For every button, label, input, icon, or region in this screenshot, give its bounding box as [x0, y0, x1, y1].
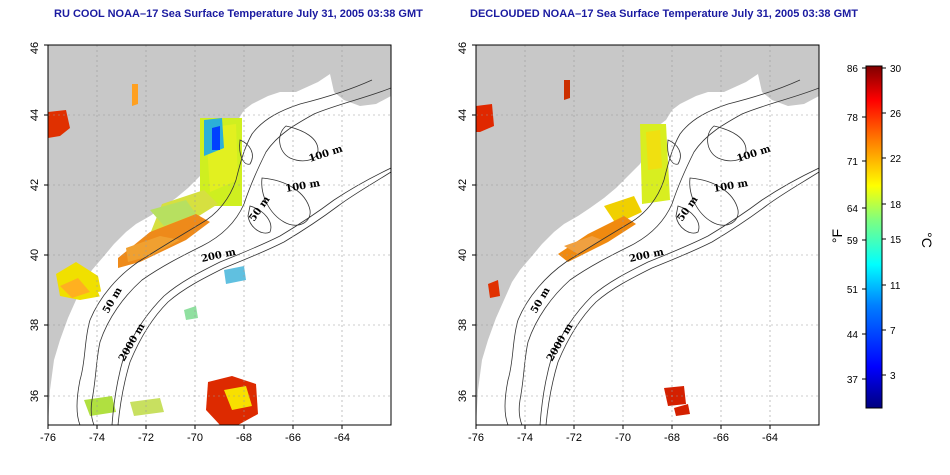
fahrenheit-tick-label: 37: [847, 375, 859, 386]
grid-right: [476, 45, 819, 425]
right-map-frame: [475, 44, 820, 426]
x-tick-label: -74: [89, 432, 105, 444]
fahrenheit-tick-label: 59: [847, 236, 859, 247]
x-tick-label: -72: [138, 432, 154, 444]
x-tick-label: -74: [517, 432, 533, 444]
celsius-tick-label: 15: [890, 235, 902, 246]
y-tick-label: 40: [457, 249, 469, 261]
fahrenheit-tick-label: 44: [847, 330, 859, 341]
y-tick-label: 46: [29, 42, 41, 54]
nova-scotia: [758, 58, 819, 106]
celsius-tick-label: 30: [890, 64, 902, 75]
x-tick-label: -64: [334, 432, 350, 444]
x-tick-label: -76: [468, 432, 484, 444]
grid-left: [48, 45, 391, 425]
colorbar: 86 78 71 64 59 51 44 37 30 26 22 18 15 1…: [829, 64, 935, 409]
fahrenheit-unit-label: °F: [829, 229, 845, 243]
y-tick-label: 38: [29, 319, 41, 331]
sst-data-left: [48, 84, 258, 425]
celsius-unit-label: °C: [919, 232, 935, 248]
right-map-panel: [476, 45, 819, 425]
left-panel-title: RU COOL NOAA–17 Sea Surface Temperature …: [54, 8, 423, 20]
y-tick-label: 46: [457, 42, 469, 54]
celsius-tick-label: 3: [890, 371, 896, 382]
nova-scotia: [330, 58, 391, 106]
fahrenheit-tick-label: 51: [847, 285, 859, 296]
y-tick-label: 36: [29, 390, 41, 402]
land-mass: [48, 45, 391, 425]
celsius-tick-label: 18: [890, 200, 902, 211]
left-map-frame: [47, 44, 392, 426]
land-mass: [476, 45, 819, 425]
colorbar-gradient: [865, 65, 883, 409]
right-x-ticks: [472, 44, 771, 429]
x-tick-label: -68: [664, 432, 680, 444]
y-tick-label: 44: [29, 109, 41, 121]
sst-data-right: [476, 80, 690, 416]
x-tick-label: -68: [236, 432, 252, 444]
x-tick-label: -66: [713, 432, 729, 444]
x-tick-label: -64: [762, 432, 778, 444]
y-tick-label: 40: [29, 249, 41, 261]
celsius-tick-label: 22: [890, 154, 902, 165]
celsius-tick-label: 26: [890, 109, 902, 120]
right-panel-title: DECLOUDED NOAA–17 Sea Surface Temperatur…: [470, 8, 859, 20]
fahrenheit-tick-label: 78: [847, 113, 859, 124]
left-map-panel: [48, 45, 391, 425]
y-tick-label: 42: [457, 179, 469, 191]
x-tick-label: -76: [40, 432, 56, 444]
fahrenheit-tick-label: 71: [847, 157, 859, 168]
y-tick-label: 44: [457, 109, 469, 121]
fahrenheit-tick-label: 86: [847, 64, 859, 75]
x-tick-label: -70: [187, 432, 203, 444]
x-tick-label: -66: [285, 432, 301, 444]
x-tick-label: -70: [615, 432, 631, 444]
fahrenheit-tick-label: 64: [847, 204, 859, 215]
left-x-ticks: [44, 44, 343, 429]
x-tick-label: -72: [566, 432, 582, 444]
y-tick-label: 36: [457, 390, 469, 402]
celsius-tick-label: 11: [890, 281, 901, 292]
depth-contours-left: [76, 79, 391, 425]
y-tick-label: 38: [457, 319, 469, 331]
depth-contours-right: [504, 79, 819, 425]
y-tick-label: 42: [29, 179, 41, 191]
celsius-tick-label: 7: [890, 326, 896, 337]
